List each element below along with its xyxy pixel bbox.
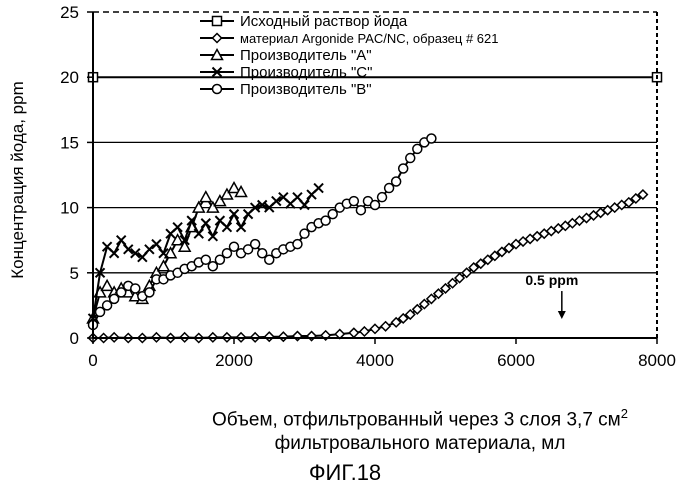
data-point-2-10 [158, 261, 169, 271]
series-0 [89, 73, 662, 82]
x-tick-label-4000: 4000 [356, 351, 394, 370]
y-tick-label-0: 0 [70, 329, 79, 348]
data-point-4-38 [356, 206, 365, 215]
data-point-1-22 [381, 322, 390, 331]
data-point-4-44 [399, 164, 408, 173]
data-point-4-48 [427, 134, 436, 143]
data-point-3-3 [110, 249, 119, 258]
data-point-3-32 [314, 184, 323, 193]
data-point-1-16 [307, 332, 316, 341]
legend-item-3: Производитель "C" [200, 64, 372, 81]
data-point-3-15 [194, 229, 203, 238]
legend-label-4: Производитель "B" [240, 81, 372, 98]
data-point-3-19 [222, 223, 231, 232]
data-point-4-29 [293, 240, 302, 249]
y-tick-label-5: 5 [70, 264, 79, 283]
legend-label-1: материал Argonide PAC/NC, образец # 621 [240, 31, 499, 46]
data-point-1-19 [349, 328, 358, 337]
data-point-3-16 [201, 219, 210, 228]
data-point-4-37 [349, 197, 358, 206]
x-tick-label-8000: 8000 [638, 351, 676, 370]
chart-plot: 0 5 10 15 20 25 0 2000 4000 6000 8000 Исходный рас… [0, 0, 690, 400]
legend-label-0: Исходный раствор йода [240, 13, 408, 30]
data-point-1-20 [360, 327, 369, 336]
series-line-1 [93, 195, 643, 338]
data-point-4-45 [406, 154, 415, 163]
y-tick-label-15: 15 [60, 133, 79, 152]
y-tick-label-25: 25 [60, 3, 79, 22]
data-point-1-14 [279, 332, 288, 341]
legend-label-2: Производитель "A" [240, 47, 372, 64]
annotation-label: 0.5 ppm [525, 272, 578, 288]
data-point-3-8 [145, 245, 154, 254]
x-axis-label-line2: фильтровального материала, мл [275, 433, 566, 454]
legend-item-2: Производитель "A" [200, 47, 372, 64]
legend-marker-4 [213, 85, 222, 94]
x-axis-label-line1: Объем, отфильтрованный через 3 слоя 3,7 … [212, 409, 621, 430]
series-1 [89, 190, 648, 342]
series-4 [89, 134, 436, 329]
legend-item-0: Исходный раствор йода [200, 13, 408, 30]
data-point-1-13 [265, 332, 274, 341]
data-point-1-15 [293, 332, 302, 341]
data-point-4-6 [131, 284, 140, 293]
figure-caption: ФИГ.18 [0, 460, 690, 486]
data-point-1-21 [371, 324, 380, 333]
x-axis-label: Объем, отфильтрованный через 3 слоя 3,7 … [150, 402, 690, 456]
data-point-4-23 [251, 240, 260, 249]
data-point-3-21 [237, 223, 246, 232]
legend-marker-1 [213, 34, 222, 43]
legend-item-1: материал Argonide PAC/NC, образец # 621 [200, 31, 499, 46]
y-tick-label-20: 20 [60, 68, 79, 87]
data-point-3-4 [117, 236, 126, 245]
annotation-arrow-head [558, 311, 566, 319]
data-point-3-9 [152, 240, 161, 249]
data-point-4-8 [145, 288, 154, 297]
data-point-2-16 [200, 192, 211, 202]
data-point-3-17 [208, 232, 217, 241]
data-point-3-10 [159, 249, 168, 258]
x-axis-label-sup: 2 [621, 406, 628, 421]
legend-marker-0 [213, 17, 222, 26]
y-axis-label: Концентрация йода, ppm [8, 81, 28, 278]
data-point-4-43 [392, 177, 401, 186]
y-tick-label-10: 10 [60, 199, 79, 218]
legend-item-4: Производитель "B" [200, 81, 372, 98]
series-3 [89, 184, 324, 323]
x-tick-label-2000: 2000 [215, 351, 253, 370]
x-tick-label-6000: 6000 [497, 351, 535, 370]
data-point-3-20 [230, 210, 239, 219]
x-tick-label-0: 0 [88, 351, 97, 370]
annotation: 0.5 ppm [525, 272, 578, 319]
data-point-2-2 [102, 280, 113, 290]
data-point-3-12 [173, 223, 182, 232]
legend: Исходный раствор йодаматериал Argonide P… [200, 13, 499, 98]
legend-label-3: Производитель "C" [240, 64, 372, 81]
data-point-4-40 [371, 200, 380, 209]
data-point-4-41 [378, 193, 387, 202]
